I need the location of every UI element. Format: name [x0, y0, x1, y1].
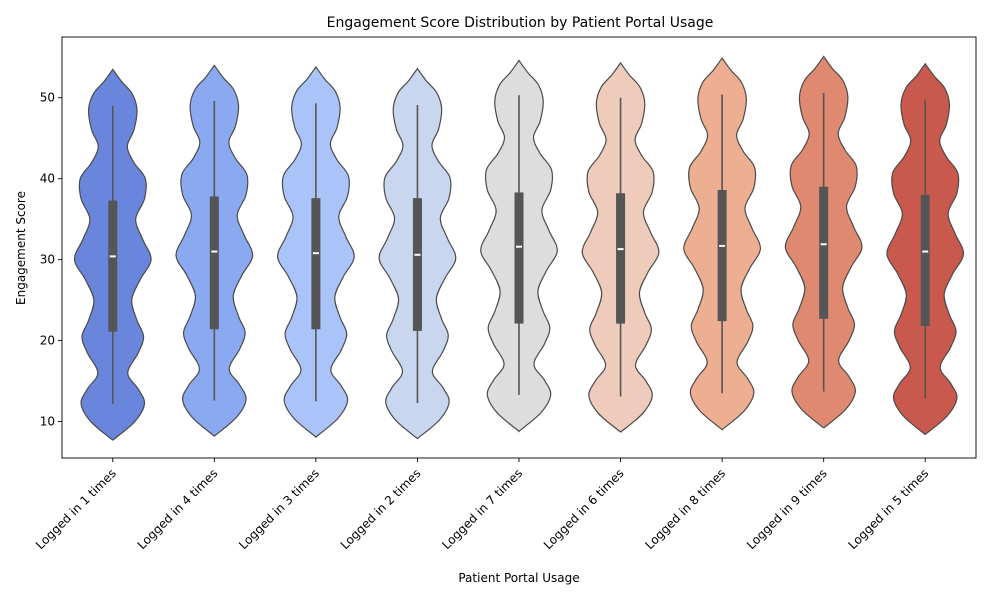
- y-tick-label: 30: [40, 253, 55, 267]
- x-tick-label: Logged in 2 times: [338, 466, 424, 552]
- violin-iqr-box: [514, 192, 524, 324]
- x-tick-label: Logged in 5 times: [845, 466, 931, 552]
- x-tick-label: Logged in 9 times: [744, 466, 830, 552]
- violin-iqr-box: [920, 194, 930, 327]
- violin-iqr-box: [717, 190, 727, 322]
- violins-layer: [73, 55, 965, 441]
- y-tick-label: 10: [40, 415, 55, 429]
- chart-title: Engagement Score Distribution by Patient…: [327, 15, 714, 31]
- y-tick-label: 40: [40, 172, 55, 186]
- x-tick-label: Logged in 4 times: [135, 466, 221, 552]
- y-tick-label: 20: [40, 334, 55, 348]
- violin-iqr-box: [311, 198, 321, 330]
- violin-iqr-box: [819, 186, 829, 319]
- y-axis-label: Engagement Score: [14, 191, 28, 305]
- violin-iqr-box: [209, 196, 219, 330]
- x-tick-label: Logged in 8 times: [642, 466, 728, 552]
- violin-iqr-box: [108, 200, 118, 332]
- y-axis: 10 20 30 40 50: [40, 91, 62, 429]
- x-axis-label: Patient Portal Usage: [458, 571, 579, 585]
- x-axis: Logged in 1 times Logged in 4 times Logged…: [33, 458, 931, 552]
- x-tick-label: Logged in 6 times: [541, 466, 627, 552]
- violin-iqr-box: [616, 193, 626, 324]
- plot-frame: [61, 36, 977, 459]
- violin-iqr-box: [412, 198, 422, 331]
- x-tick-label: Logged in 3 times: [236, 466, 322, 552]
- y-tick-label: 50: [40, 91, 55, 105]
- x-tick-label: Logged in 7 times: [439, 466, 525, 552]
- x-tick-label: Logged in 1 times: [33, 466, 119, 552]
